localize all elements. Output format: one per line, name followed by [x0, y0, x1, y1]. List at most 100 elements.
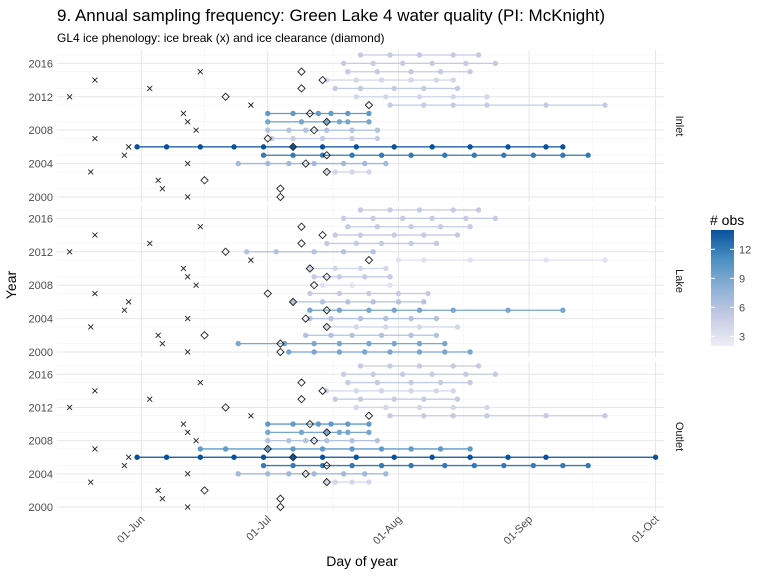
chart-subtitle: GL4 ice phenology: ice break (x) and ice…: [57, 31, 385, 45]
sample-point: [395, 299, 402, 305]
ice-clearance-marker: [322, 150, 332, 160]
sample-point: [332, 232, 338, 238]
ice-break-marker: [66, 93, 73, 100]
sample-point: [378, 462, 385, 469]
sample-point: [387, 413, 393, 419]
ice-break-marker: [193, 127, 199, 133]
ice-clearance-marker: [318, 75, 327, 85]
sample-point: [362, 471, 368, 477]
ice-break-marker: [159, 495, 166, 502]
sample-point: [362, 274, 368, 280]
sample-point: [463, 371, 469, 377]
sample-point: [585, 462, 591, 469]
sample-point: [235, 340, 241, 347]
sample-point: [290, 454, 296, 460]
sample-point: [336, 274, 343, 280]
sample-point: [362, 349, 368, 355]
sample-point: [319, 282, 326, 288]
sample-point: [471, 462, 478, 469]
ice-clearance-marker: [322, 305, 332, 315]
sample-point: [243, 249, 250, 255]
y-tick-label: 2012: [29, 247, 53, 259]
sample-point: [450, 77, 456, 83]
ice-break-stroke: [184, 274, 191, 280]
sample-point: [374, 69, 381, 75]
ice-break-stroke: [92, 388, 98, 394]
x-axis-label: Day of year: [326, 553, 398, 569]
sample-point: [370, 371, 376, 377]
sample-point: [324, 437, 330, 444]
sample-point: [421, 299, 427, 305]
sample-point: [374, 224, 381, 230]
sample-point: [391, 232, 397, 238]
ice-clearance-marker: [305, 264, 315, 273]
ice-break-stroke: [125, 144, 132, 150]
sample-point: [357, 232, 364, 238]
ice-break-marker: [184, 119, 191, 125]
sample-point: [332, 265, 338, 272]
ice-break-stroke: [197, 223, 204, 230]
sample-point: [484, 404, 490, 411]
sample-point: [383, 324, 389, 330]
sample-point: [357, 363, 364, 369]
ice-break-marker: [92, 135, 98, 142]
sample-point: [349, 446, 355, 452]
sample-point: [260, 454, 267, 460]
sample-point: [437, 69, 444, 75]
ice-break-stroke: [146, 85, 153, 92]
sample-point: [370, 299, 376, 305]
sample-point: [467, 69, 473, 75]
ice-break-stroke: [248, 102, 254, 108]
sample-point: [349, 462, 355, 469]
sample-point: [450, 207, 456, 213]
sample-point: [265, 471, 271, 477]
sample-point: [311, 349, 317, 355]
ice-break-stroke: [146, 396, 153, 402]
ice-break-stroke: [193, 282, 199, 288]
sample-point: [467, 224, 473, 230]
sample-point: [345, 379, 351, 386]
sample-point: [543, 454, 549, 460]
ice-break-marker: [184, 315, 191, 322]
sample-point: [475, 363, 482, 369]
sample-point: [298, 119, 305, 125]
sample-point: [357, 52, 364, 58]
sample-point: [286, 437, 292, 444]
sample-point: [467, 349, 473, 355]
sample-point: [311, 274, 317, 280]
sample-point: [353, 240, 359, 247]
ice-break-stroke: [87, 479, 94, 485]
sample-point: [543, 413, 549, 419]
sample-point: [134, 144, 140, 150]
ice-break-marker: [184, 160, 191, 167]
ice-break-stroke: [92, 446, 98, 452]
sample-point: [366, 169, 372, 175]
sample-point: [454, 85, 461, 92]
ice-clearance-marker: [288, 297, 298, 307]
y-axis-label: Year: [3, 271, 19, 300]
sample-point: [349, 135, 355, 142]
ice-clearance-marker: [322, 117, 332, 127]
sample-point: [273, 249, 279, 255]
sample-point: [421, 413, 427, 419]
sample-point: [340, 160, 347, 167]
ice-clearance-marker: [221, 92, 230, 102]
sample-point: [349, 332, 355, 338]
sample-point: [450, 307, 456, 313]
ice-break-stroke: [184, 471, 191, 477]
ice-break-stroke: [159, 185, 166, 192]
sample-point: [290, 462, 296, 469]
sample-point: [463, 215, 469, 222]
sample-point: [602, 257, 608, 263]
ice-break-marker: [155, 487, 161, 494]
sample-point: [328, 110, 334, 117]
ice-break-stroke: [180, 265, 187, 272]
ice-clearance-marker: [200, 486, 209, 495]
ice-clearance-marker: [297, 84, 306, 93]
ice-clearance-marker: [322, 272, 332, 282]
legend: # obs 3 6 9 12: [710, 212, 751, 346]
sample-point: [437, 446, 444, 452]
sample-point: [349, 282, 355, 288]
sample-point: [450, 413, 456, 419]
ice-clearance-marker: [288, 142, 298, 152]
